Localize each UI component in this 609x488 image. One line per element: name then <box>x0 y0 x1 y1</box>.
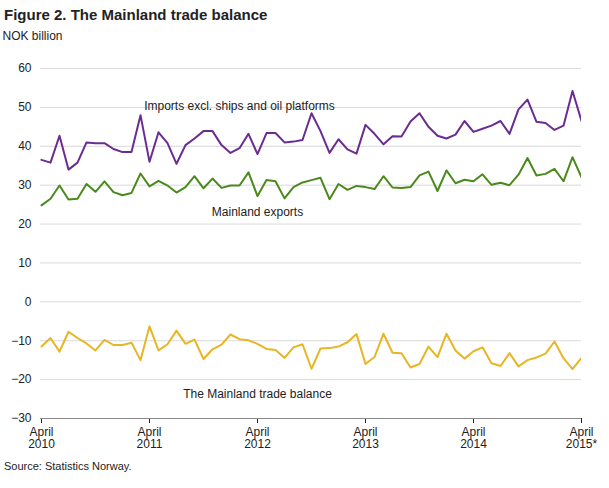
svg-text:April2011: April2011 <box>137 425 163 451</box>
svg-text:April2014: April2014 <box>460 425 487 451</box>
html-text:Figure 2. The Mainland trade b: Figure 2. The Mainland trade balance <box>4 6 268 23</box>
svg-text:April2013: April2013 <box>352 425 379 451</box>
svg-text:0: 0 <box>25 295 32 309</box>
svg-text:The Mainland trade balance: The Mainland trade balance <box>183 387 332 401</box>
svg-text:April2012: April2012 <box>244 425 271 451</box>
svg-text:Mainland exports: Mainland exports <box>212 205 303 219</box>
svg-text:−30: −30 <box>11 411 32 425</box>
svg-text:40: 40 <box>18 139 32 153</box>
svg-text:30: 30 <box>18 178 32 192</box>
svg-text:April2015*: April2015* <box>566 425 598 451</box>
svg-text:−10: −10 <box>11 334 32 348</box>
svg-text:50: 50 <box>18 100 32 114</box>
svg-text:20: 20 <box>18 217 32 231</box>
svg-text:April2010: April2010 <box>28 425 55 451</box>
svg-text:Imports excl. ships and oil pl: Imports excl. ships and oil platforms <box>144 99 335 113</box>
svg-text:10: 10 <box>18 256 32 270</box>
svg-text:−20: −20 <box>11 372 32 386</box>
svg-text:NOK billion: NOK billion <box>3 29 63 43</box>
html-text:Source: Statistics Norway.: Source: Statistics Norway. <box>4 460 132 472</box>
svg-text:60: 60 <box>18 61 32 75</box>
